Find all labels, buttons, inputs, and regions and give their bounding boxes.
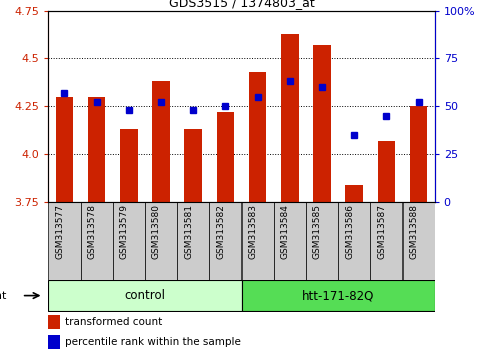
- Bar: [48, 280, 242, 311]
- Bar: [338, 202, 370, 280]
- Bar: [56, 97, 73, 202]
- Text: GSM313587: GSM313587: [377, 204, 386, 259]
- Text: GSM313583: GSM313583: [249, 204, 257, 259]
- Text: GSM313584: GSM313584: [281, 204, 290, 259]
- Bar: [120, 129, 138, 202]
- Bar: [249, 72, 267, 202]
- Bar: [378, 141, 395, 202]
- Bar: [216, 112, 234, 202]
- Text: GSM313581: GSM313581: [184, 204, 193, 259]
- Text: control: control: [125, 289, 165, 302]
- Text: GSM313579: GSM313579: [120, 204, 129, 259]
- Bar: [81, 202, 113, 280]
- Bar: [145, 202, 177, 280]
- Text: GSM313578: GSM313578: [87, 204, 97, 259]
- Bar: [274, 202, 306, 280]
- Text: GSM313582: GSM313582: [216, 204, 226, 259]
- Text: GSM313577: GSM313577: [56, 204, 64, 259]
- Bar: [370, 202, 402, 280]
- Bar: [242, 202, 274, 280]
- Text: percentile rank within the sample: percentile rank within the sample: [65, 337, 241, 347]
- Title: GDS3515 / 1374803_at: GDS3515 / 1374803_at: [169, 0, 314, 10]
- Bar: [48, 202, 81, 280]
- Bar: [410, 106, 427, 202]
- Text: GSM313580: GSM313580: [152, 204, 161, 259]
- Bar: [242, 280, 435, 311]
- Bar: [113, 202, 145, 280]
- Bar: [185, 129, 202, 202]
- Text: agent: agent: [0, 291, 7, 301]
- Bar: [402, 202, 435, 280]
- Bar: [306, 202, 338, 280]
- Bar: [345, 184, 363, 202]
- Bar: [313, 45, 331, 202]
- Text: GSM313588: GSM313588: [410, 204, 419, 259]
- Text: transformed count: transformed count: [65, 317, 162, 327]
- Bar: [209, 202, 242, 280]
- Bar: [48, 335, 60, 348]
- Bar: [48, 315, 60, 329]
- Text: GSM313585: GSM313585: [313, 204, 322, 259]
- Text: htt-171-82Q: htt-171-82Q: [302, 289, 374, 302]
- Bar: [281, 34, 298, 202]
- Bar: [88, 97, 105, 202]
- Bar: [177, 202, 209, 280]
- Bar: [152, 81, 170, 202]
- Text: GSM313586: GSM313586: [345, 204, 354, 259]
